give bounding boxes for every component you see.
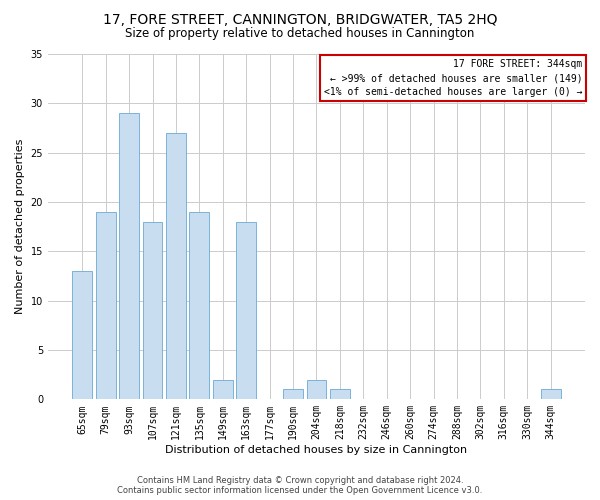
Bar — [190, 212, 209, 400]
Bar — [213, 380, 233, 400]
Y-axis label: Number of detached properties: Number of detached properties — [15, 139, 25, 314]
Bar — [283, 390, 303, 400]
Bar — [166, 133, 186, 400]
Text: Size of property relative to detached houses in Cannington: Size of property relative to detached ho… — [125, 28, 475, 40]
Text: 17 FORE STREET: 344sqm
← >99% of detached houses are smaller (149)
<1% of semi-d: 17 FORE STREET: 344sqm ← >99% of detache… — [324, 59, 583, 97]
X-axis label: Distribution of detached houses by size in Cannington: Distribution of detached houses by size … — [166, 445, 467, 455]
Bar — [73, 271, 92, 400]
Bar — [96, 212, 116, 400]
Bar — [541, 390, 560, 400]
Text: Contains HM Land Registry data © Crown copyright and database right 2024.
Contai: Contains HM Land Registry data © Crown c… — [118, 476, 482, 495]
Bar — [236, 222, 256, 400]
Bar — [119, 113, 139, 400]
Bar — [307, 380, 326, 400]
Bar — [330, 390, 350, 400]
Text: 17, FORE STREET, CANNINGTON, BRIDGWATER, TA5 2HQ: 17, FORE STREET, CANNINGTON, BRIDGWATER,… — [103, 12, 497, 26]
Bar — [143, 222, 163, 400]
